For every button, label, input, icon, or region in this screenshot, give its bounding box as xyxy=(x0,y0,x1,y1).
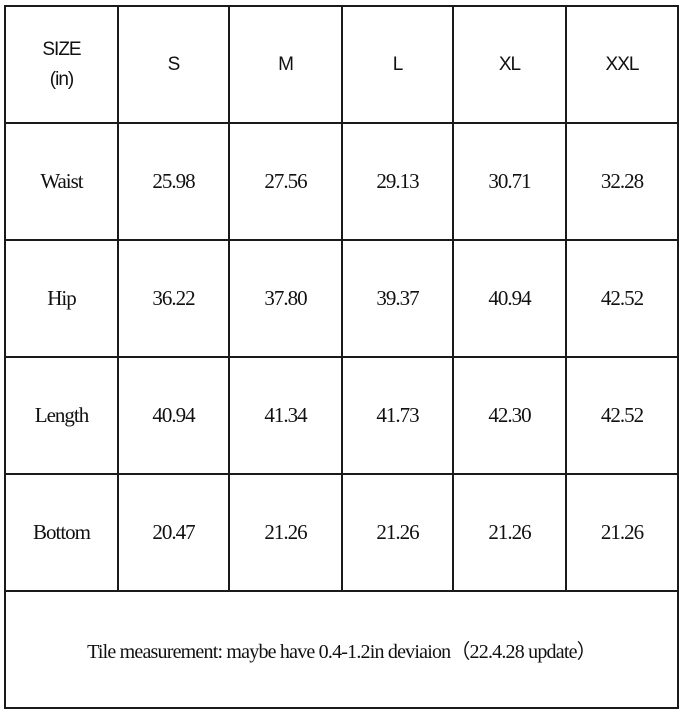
table-cell: 25.98 xyxy=(117,122,230,241)
table-cell: 30.71 xyxy=(452,122,567,241)
size-chart-table: SIZE (in) S M L XL XXL Waist 25.98 27.56… xyxy=(4,5,679,709)
table-cell: 21.26 xyxy=(341,473,454,592)
header-row: SIZE (in) S M L XL XXL xyxy=(4,5,679,124)
unit-label: (in) xyxy=(49,68,74,90)
table-cell: 20.47 xyxy=(117,473,230,592)
table-cell: 42.30 xyxy=(452,356,567,475)
size-header-m: M xyxy=(228,5,343,124)
table-cell: 40.94 xyxy=(452,239,567,358)
row-label: Waist xyxy=(4,122,119,241)
size-header-l: L xyxy=(341,5,454,124)
row-label: Bottom xyxy=(4,473,119,592)
table-row-length: Length 40.94 41.34 41.73 42.30 42.52 xyxy=(4,356,679,475)
table-cell: 39.37 xyxy=(341,239,454,358)
size-header-s: S xyxy=(117,5,230,124)
table-cell: 40.94 xyxy=(117,356,230,475)
table-cell: 36.22 xyxy=(117,239,230,358)
corner-header: SIZE (in) xyxy=(4,5,119,124)
table-cell: 37.80 xyxy=(228,239,343,358)
table-row-bottom: Bottom 20.47 21.26 21.26 21.26 21.26 xyxy=(4,473,679,592)
row-label: Hip xyxy=(4,239,119,358)
size-label: SIZE xyxy=(42,38,81,60)
note-row: Tile measurement: maybe have 0.4-1.2in d… xyxy=(4,590,679,709)
table-cell: 21.26 xyxy=(228,473,343,592)
table-cell: 42.52 xyxy=(565,356,679,475)
table-row-waist: Waist 25.98 27.56 29.13 30.71 32.28 xyxy=(4,122,679,241)
table-cell: 29.13 xyxy=(341,122,454,241)
table-cell: 41.34 xyxy=(228,356,343,475)
table-cell: 27.56 xyxy=(228,122,343,241)
measurement-note: Tile measurement: maybe have 0.4-1.2in d… xyxy=(4,590,679,709)
table-cell: 32.28 xyxy=(565,122,679,241)
size-header-xxl: XXL xyxy=(565,5,679,124)
table-cell: 41.73 xyxy=(341,356,454,475)
row-label: Length xyxy=(4,356,119,475)
table-row-hip: Hip 36.22 37.80 39.37 40.94 42.52 xyxy=(4,239,679,358)
table-cell: 21.26 xyxy=(452,473,567,592)
size-header-xl: XL xyxy=(452,5,567,124)
table-cell: 42.52 xyxy=(565,239,679,358)
table-cell: 21.26 xyxy=(565,473,679,592)
